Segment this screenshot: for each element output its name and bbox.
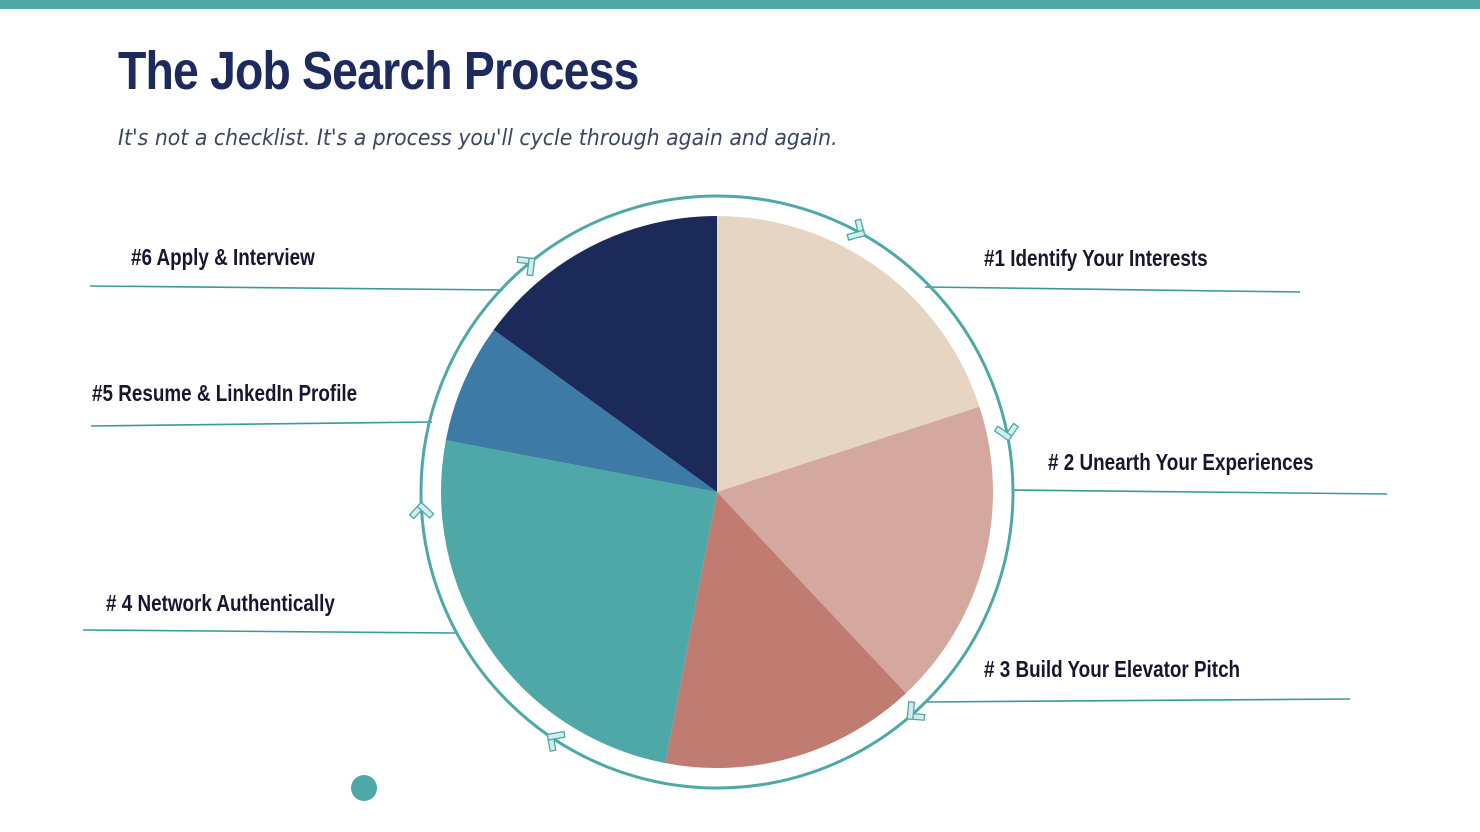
pie-slice-6 [493, 216, 717, 492]
cycle-ring [419, 194, 1015, 790]
label-step-1: #1 Identify Your Interests [984, 245, 1208, 271]
pie-slices [441, 216, 993, 768]
pie-slice-4 [441, 440, 717, 764]
leader-line-6 [89, 285, 504, 291]
pie-slice-3 [665, 492, 906, 768]
cycle-arrow-icon [408, 501, 435, 520]
cycle-arrow-icon [546, 730, 566, 752]
page-subtitle: It's not a checklist. It's a process you… [118, 126, 838, 151]
leader-line-4 [82, 629, 457, 634]
page-title: The Job Search Process [118, 41, 639, 101]
pie-slice-5 [445, 329, 717, 492]
pie-slice-2 [717, 406, 993, 694]
leader-line-1 [924, 286, 1301, 293]
decorative-dot [351, 775, 377, 801]
label-step-4: # 4 Network Authentically [106, 590, 335, 616]
leader-line-2 [1012, 489, 1388, 495]
cycle-arrow-icon [846, 218, 866, 241]
label-step-3: # 3 Build Your Elevator Pitch [984, 656, 1241, 682]
label-step-5: #5 Resume & LinkedIn Profile [92, 380, 358, 406]
cycle-arrows [408, 218, 1020, 752]
pie-slice-1 [717, 216, 980, 492]
cycle-arrow-icon [516, 255, 536, 277]
cycle-arrow-icon [993, 422, 1020, 442]
leader-line-5 [90, 421, 433, 427]
cycle-arrow-icon [906, 701, 926, 721]
leader-lines [82, 285, 1388, 703]
top-accent-bar [0, 0, 1480, 9]
label-step-2: # 2 Unearth Your Experiences [1048, 449, 1314, 475]
label-step-6: #6 Apply & Interview [131, 244, 315, 270]
leader-line-3 [924, 698, 1351, 703]
